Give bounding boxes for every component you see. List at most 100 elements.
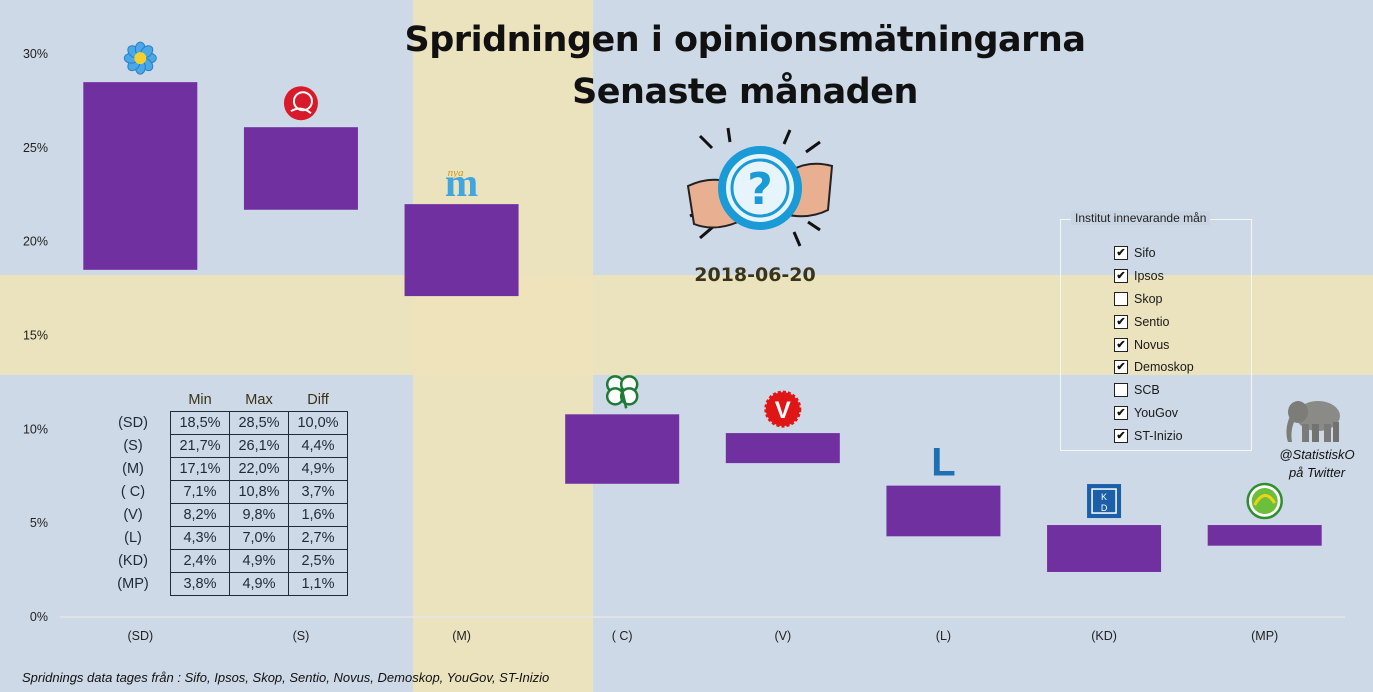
institute-legend: Institut innevarande mån ✔ Sifo ✔ Ipsos Skop… bbox=[1060, 211, 1252, 451]
unchecked-box-icon[interactable] bbox=[1114, 291, 1128, 306]
twitter-caption: på Twitter bbox=[1288, 465, 1346, 480]
svg-text:K: K bbox=[1101, 492, 1107, 502]
x-tick-label: ( C) bbox=[612, 629, 633, 643]
legend-item-label: Sifo bbox=[1134, 246, 1156, 261]
table-row: (S) 21,7% 26,1% 4,4% bbox=[96, 434, 348, 458]
table-cell-diff: 1,1% bbox=[288, 572, 348, 596]
x-tick-label: (KD) bbox=[1091, 629, 1117, 643]
checked-box-icon[interactable]: ✔ bbox=[1114, 428, 1128, 443]
elephant-icon bbox=[1286, 401, 1340, 442]
v-icon: V bbox=[764, 390, 802, 428]
legend-item[interactable]: ✔ Sifo bbox=[1114, 242, 1194, 265]
legend-item-label: Demoskop bbox=[1134, 360, 1194, 375]
legend-item[interactable]: ✔ YouGov bbox=[1114, 402, 1194, 425]
legend-item[interactable]: ✔ Novus bbox=[1114, 333, 1194, 356]
table-row: (KD) 2,4% 4,9% 2,5% bbox=[96, 549, 348, 573]
table-cell-diff: 4,4% bbox=[288, 434, 348, 458]
table-cell-diff: 2,5% bbox=[288, 549, 348, 573]
table-header-row: Min Max Diff bbox=[96, 389, 348, 412]
range-bar bbox=[404, 204, 519, 297]
question-thumbs-icon: ? bbox=[686, 127, 834, 247]
table-cell-party: (V) bbox=[123, 507, 143, 523]
table-cell-min: 3,8% bbox=[170, 572, 230, 596]
footer-note: Spridnings data tages från : Sifo, Ipsos… bbox=[22, 670, 550, 685]
checked-box-icon[interactable]: ✔ bbox=[1114, 269, 1128, 284]
legend-item-label: YouGov bbox=[1134, 405, 1179, 420]
y-tick-label: 30% bbox=[23, 47, 48, 61]
title-line-2: Senaste månaden bbox=[572, 72, 918, 112]
kd-icon: KD bbox=[1087, 484, 1122, 519]
range-bar bbox=[1047, 525, 1162, 572]
svg-text:D: D bbox=[1101, 503, 1108, 513]
y-tick-label: 5% bbox=[30, 516, 48, 530]
legend-item[interactable]: ✔ Ipsos bbox=[1114, 265, 1194, 288]
checked-box-icon[interactable]: ✔ bbox=[1114, 337, 1128, 352]
y-tick-label: 25% bbox=[23, 141, 48, 155]
table-cell-party: (MP) bbox=[117, 576, 149, 592]
legend-item-label: Ipsos bbox=[1134, 269, 1164, 284]
legend-item[interactable]: ✔ Sentio bbox=[1114, 310, 1194, 333]
x-tick-label: (L) bbox=[936, 629, 951, 643]
table-cell-party: (L) bbox=[124, 530, 142, 546]
twitter-credit: @StatistiskO på Twitter bbox=[1262, 446, 1372, 482]
header-diff: Diff bbox=[307, 392, 329, 408]
mp-icon bbox=[1246, 482, 1283, 520]
y-tick-label: 15% bbox=[23, 329, 48, 343]
table-cell-min: 17,1% bbox=[170, 457, 230, 481]
institute-list: ✔ Sifo ✔ Ipsos Skop ✔ Sentio ✔ Novus ✔ Demoskop SCB… bbox=[1114, 242, 1194, 447]
checked-box-icon[interactable]: ✔ bbox=[1114, 314, 1128, 329]
svg-text:V: V bbox=[775, 397, 791, 424]
x-tick-label: (M) bbox=[452, 629, 471, 643]
range-bar bbox=[725, 433, 840, 464]
legend-item[interactable]: Skop bbox=[1114, 288, 1194, 311]
table-cell-party: (M) bbox=[122, 461, 144, 477]
range-bar bbox=[1207, 525, 1322, 546]
y-tick-label: 10% bbox=[23, 422, 48, 436]
twitter-handle: @StatistiskO bbox=[1279, 447, 1355, 462]
checked-box-icon[interactable]: ✔ bbox=[1114, 405, 1128, 420]
table-cell-min: 18,5% bbox=[170, 411, 230, 435]
flower-icon bbox=[123, 41, 157, 75]
chart-title: Spridningen i opinionsmätningarna Senast… bbox=[340, 14, 1150, 118]
unchecked-box-icon[interactable] bbox=[1114, 383, 1128, 398]
table-cell-max: 26,1% bbox=[229, 434, 289, 458]
rose-icon bbox=[283, 86, 318, 121]
clover-icon bbox=[605, 375, 639, 409]
header-max: Max bbox=[245, 392, 273, 408]
legend-item-label: Novus bbox=[1134, 337, 1170, 352]
table-cell-party: (S) bbox=[123, 438, 143, 454]
legend-item[interactable]: SCB bbox=[1114, 379, 1194, 402]
range-bar bbox=[243, 127, 358, 210]
table-cell-max: 4,9% bbox=[229, 549, 289, 573]
table-cell-diff: 2,7% bbox=[288, 526, 348, 550]
legend-item[interactable]: ✔ ST-Inizio bbox=[1114, 424, 1194, 447]
table-cell-max: 7,0% bbox=[229, 526, 289, 550]
svg-text:?: ? bbox=[747, 164, 773, 215]
checked-box-icon[interactable]: ✔ bbox=[1114, 246, 1128, 261]
table-cell-min: 8,2% bbox=[170, 503, 230, 527]
table-cell-diff: 4,9% bbox=[288, 457, 348, 481]
table-cell-max: 9,8% bbox=[229, 503, 289, 527]
table-row: (MP) 3,8% 4,9% 1,1% bbox=[96, 572, 348, 596]
table-cell-min: 4,3% bbox=[170, 526, 230, 550]
table-cell-max: 4,9% bbox=[229, 572, 289, 596]
range-bar bbox=[565, 414, 680, 484]
checked-box-icon[interactable]: ✔ bbox=[1114, 360, 1128, 375]
legend-item[interactable]: ✔ Demoskop bbox=[1114, 356, 1194, 379]
table-cell-min: 21,7% bbox=[170, 434, 230, 458]
table-cell-max: 10,8% bbox=[229, 480, 289, 504]
table-cell-party: (SD) bbox=[118, 415, 148, 431]
table-cell-diff: 1,6% bbox=[288, 503, 348, 527]
table-cell-min: 2,4% bbox=[170, 549, 230, 573]
l-icon: L bbox=[931, 441, 955, 485]
y-tick-label: 20% bbox=[23, 235, 48, 249]
x-tick-label: (V) bbox=[774, 629, 791, 643]
legend-item-label: Skop bbox=[1134, 291, 1163, 306]
table-cell-diff: 3,7% bbox=[288, 480, 348, 504]
x-tick-label: (SD) bbox=[127, 629, 153, 643]
table-cell-diff: 10,0% bbox=[288, 411, 348, 435]
x-tick-label: (S) bbox=[293, 629, 310, 643]
header-min: Min bbox=[188, 392, 212, 408]
